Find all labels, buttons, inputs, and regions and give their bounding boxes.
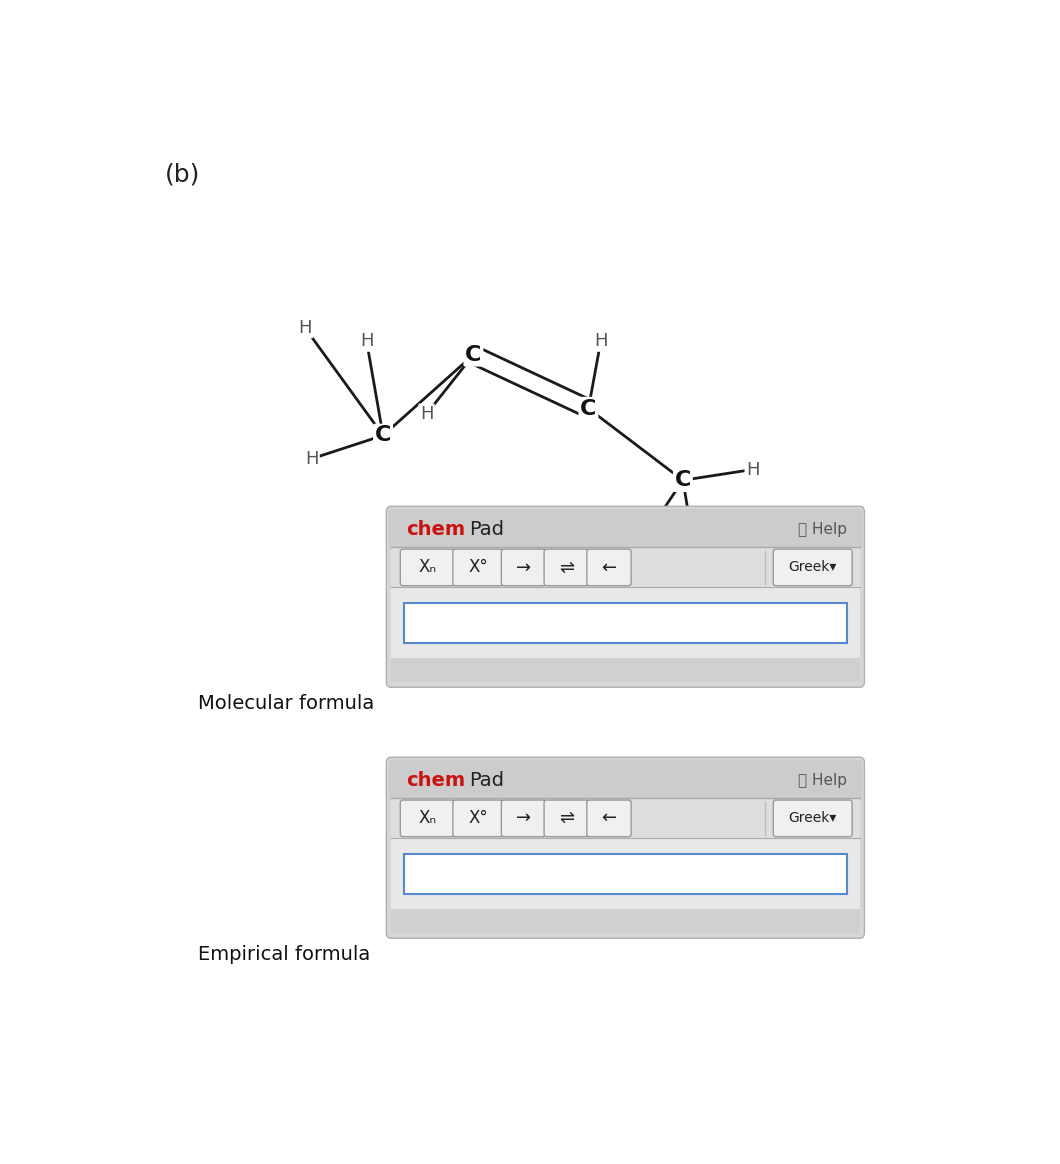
FancyBboxPatch shape	[453, 800, 504, 837]
Text: Empirical formula: Empirical formula	[198, 944, 371, 964]
FancyBboxPatch shape	[501, 800, 546, 837]
Bar	[391, 909, 860, 932]
Text: Greek▾: Greek▾	[789, 560, 837, 574]
FancyBboxPatch shape	[544, 800, 588, 837]
Text: Pad: Pad	[470, 771, 505, 790]
Text: C: C	[465, 345, 481, 364]
FancyBboxPatch shape	[774, 800, 852, 837]
FancyBboxPatch shape	[386, 758, 865, 938]
Text: X°: X°	[469, 809, 488, 828]
Text: C: C	[675, 470, 691, 490]
FancyBboxPatch shape	[774, 549, 852, 585]
Bar	[391, 659, 860, 682]
Text: X°: X°	[469, 559, 488, 576]
FancyBboxPatch shape	[401, 800, 455, 837]
FancyBboxPatch shape	[587, 549, 631, 585]
Text: H: H	[594, 333, 607, 350]
Text: (b): (b)	[165, 162, 200, 186]
Text: C: C	[580, 398, 597, 419]
Bar	[404, 603, 847, 643]
FancyBboxPatch shape	[401, 549, 455, 585]
Bar	[404, 854, 847, 894]
FancyBboxPatch shape	[544, 549, 588, 585]
Text: Xₙ: Xₙ	[419, 809, 437, 828]
Text: H: H	[360, 333, 373, 350]
Text: H: H	[692, 570, 706, 588]
Text: C: C	[375, 426, 391, 446]
Text: H: H	[298, 319, 312, 336]
Text: Xₙ: Xₙ	[419, 559, 437, 576]
Bar	[391, 838, 860, 932]
Text: H: H	[420, 405, 434, 423]
Text: Greek▾: Greek▾	[789, 811, 837, 825]
Text: ⇌: ⇌	[559, 809, 573, 828]
Text: chem: chem	[406, 771, 465, 790]
Text: Molecular formula: Molecular formula	[198, 694, 374, 712]
Text: →: →	[516, 809, 531, 828]
Text: ⓘ Help: ⓘ Help	[798, 773, 847, 788]
Text: H: H	[746, 461, 759, 478]
Text: chem: chem	[406, 520, 465, 539]
Text: H: H	[626, 545, 640, 562]
FancyBboxPatch shape	[501, 549, 546, 585]
Text: H: H	[305, 449, 318, 468]
FancyBboxPatch shape	[587, 800, 631, 837]
FancyBboxPatch shape	[389, 760, 862, 801]
Bar	[391, 799, 860, 838]
Bar	[391, 547, 860, 588]
Text: Pad: Pad	[470, 520, 505, 539]
FancyBboxPatch shape	[453, 549, 504, 585]
Text: ⇌: ⇌	[559, 559, 573, 576]
FancyBboxPatch shape	[386, 506, 865, 687]
Bar	[391, 588, 860, 682]
Text: ←: ←	[601, 809, 617, 828]
Text: ⓘ Help: ⓘ Help	[798, 521, 847, 537]
FancyBboxPatch shape	[389, 509, 862, 551]
Text: →: →	[516, 559, 531, 576]
Text: ←: ←	[601, 559, 617, 576]
